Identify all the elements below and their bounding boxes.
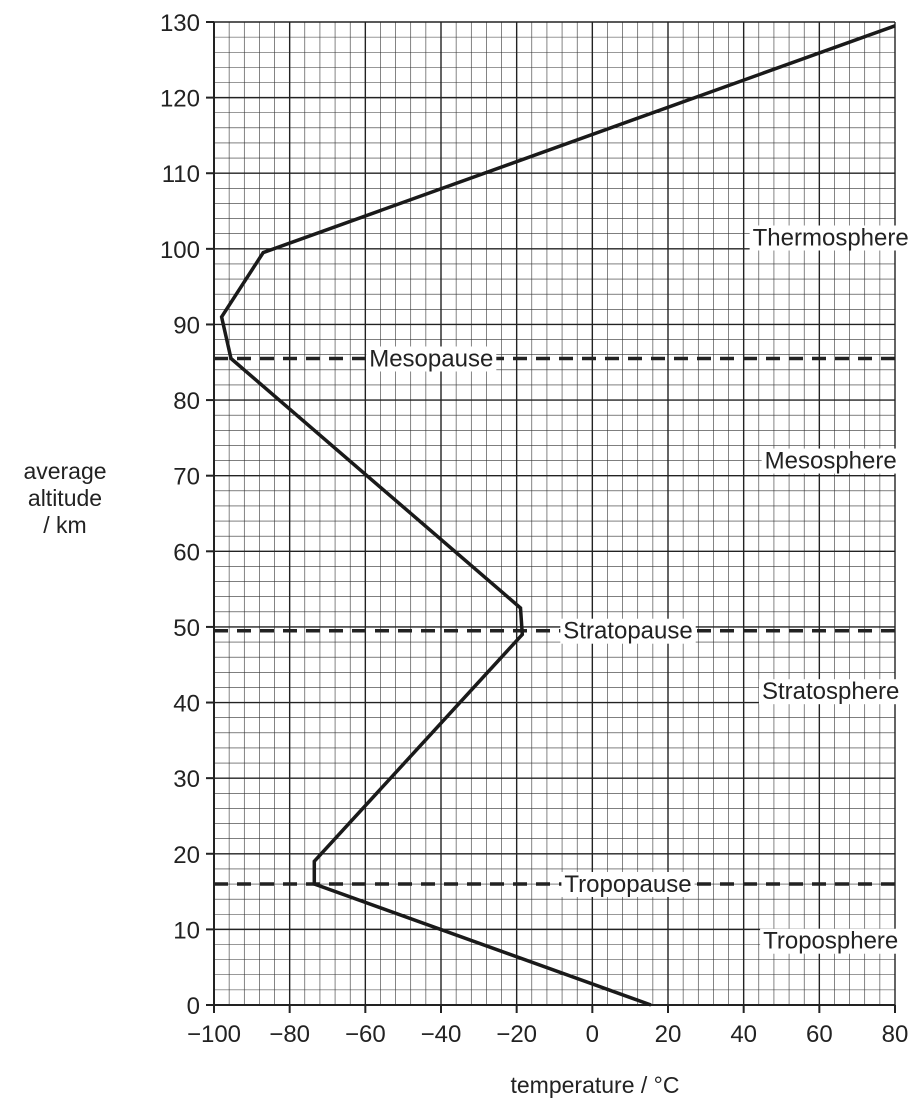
region-label-thermosphere-text: Thermosphere (753, 225, 909, 252)
y-tick-label: 30 (173, 766, 200, 793)
y-tick-label: 20 (173, 842, 200, 869)
temperature-profile-line (219, 24, 896, 1007)
reference-lines: Tropopause Stratopause Mesopause (214, 345, 895, 898)
y-tick-label: 130 (160, 10, 200, 37)
y-axis-label-line-2: altitude (27, 485, 103, 511)
reference-label-mesopause: Mesopause (366, 345, 497, 372)
y-axis-label-line-1: average (23, 458, 107, 484)
x-tick-label: 0 (586, 1021, 599, 1048)
x-tick-label: −80 (269, 1021, 310, 1048)
x-tick-label: 80 (882, 1021, 909, 1048)
region-label-thermosphere-background (749, 225, 912, 251)
reference-label-tropopause: Tropopause (561, 871, 695, 898)
x-tick-label: −60 (345, 1021, 386, 1048)
reference-label-stratopause: Stratopause (560, 618, 696, 645)
region-label-troposphere-text: Troposphere (763, 928, 898, 955)
x-axis-label: temperature / °C (510, 1072, 680, 1098)
y-tick-labels: 0 10 20 30 40 50 60 70 80 90 100 110 120 130 (160, 10, 200, 1020)
reference-label-stratopause-background (560, 618, 696, 644)
region-labels: Troposphere Stratosphere Mesosphere Thermos… (749, 225, 912, 955)
region-label-mesosphere-text: Mesosphere (765, 448, 897, 475)
reference-label-stratopause-text: Stratopause (563, 618, 692, 645)
reference-label-tropopause-background (561, 872, 695, 898)
x-tick-labels: −100 −80 −60 −40 −20 0 20 40 60 80 (187, 1021, 908, 1048)
region-label-stratosphere-text: Stratosphere (762, 678, 899, 705)
reference-label-mesopause-text: Mesopause (369, 345, 493, 372)
axes (206, 21, 896, 1013)
region-label-troposphere: Troposphere (760, 928, 902, 955)
series-layer (219, 24, 896, 1007)
y-tick-label: 100 (160, 237, 200, 264)
x-tick-label: −40 (421, 1021, 462, 1048)
x-tick-label: 60 (806, 1021, 833, 1048)
y-tick-label: 80 (173, 388, 200, 415)
y-tick-label: 120 (160, 86, 200, 113)
region-label-mesosphere-background (761, 448, 900, 474)
y-tick-label: 50 (173, 615, 200, 642)
y-tick-label: 90 (173, 312, 200, 339)
x-tick-label: 20 (655, 1021, 682, 1048)
y-tick-label: 70 (173, 464, 200, 491)
reference-label-mesopause-background (366, 346, 497, 372)
region-label-mesosphere: Mesosphere (761, 448, 900, 475)
y-tick-label: 110 (162, 161, 200, 188)
x-tick-label: −20 (496, 1021, 537, 1048)
y-tick-label: 10 (173, 917, 200, 944)
y-tick-label: 40 (173, 691, 200, 718)
region-label-thermosphere: Thermosphere (749, 225, 912, 252)
y-tick-label: 60 (173, 539, 200, 566)
region-label-stratosphere: Stratosphere (758, 678, 903, 705)
region-label-stratosphere-background (758, 679, 903, 705)
region-label-troposphere-background (760, 928, 902, 954)
x-tick-label: 40 (730, 1021, 757, 1048)
y-axis-label-line-3: / km (43, 512, 87, 538)
reference-label-tropopause-text: Tropopause (564, 871, 691, 898)
x-tick-label: −100 (187, 1021, 241, 1048)
y-axis-label: average altitude / km (0, 458, 130, 539)
y-tick-label: 0 (187, 993, 200, 1020)
